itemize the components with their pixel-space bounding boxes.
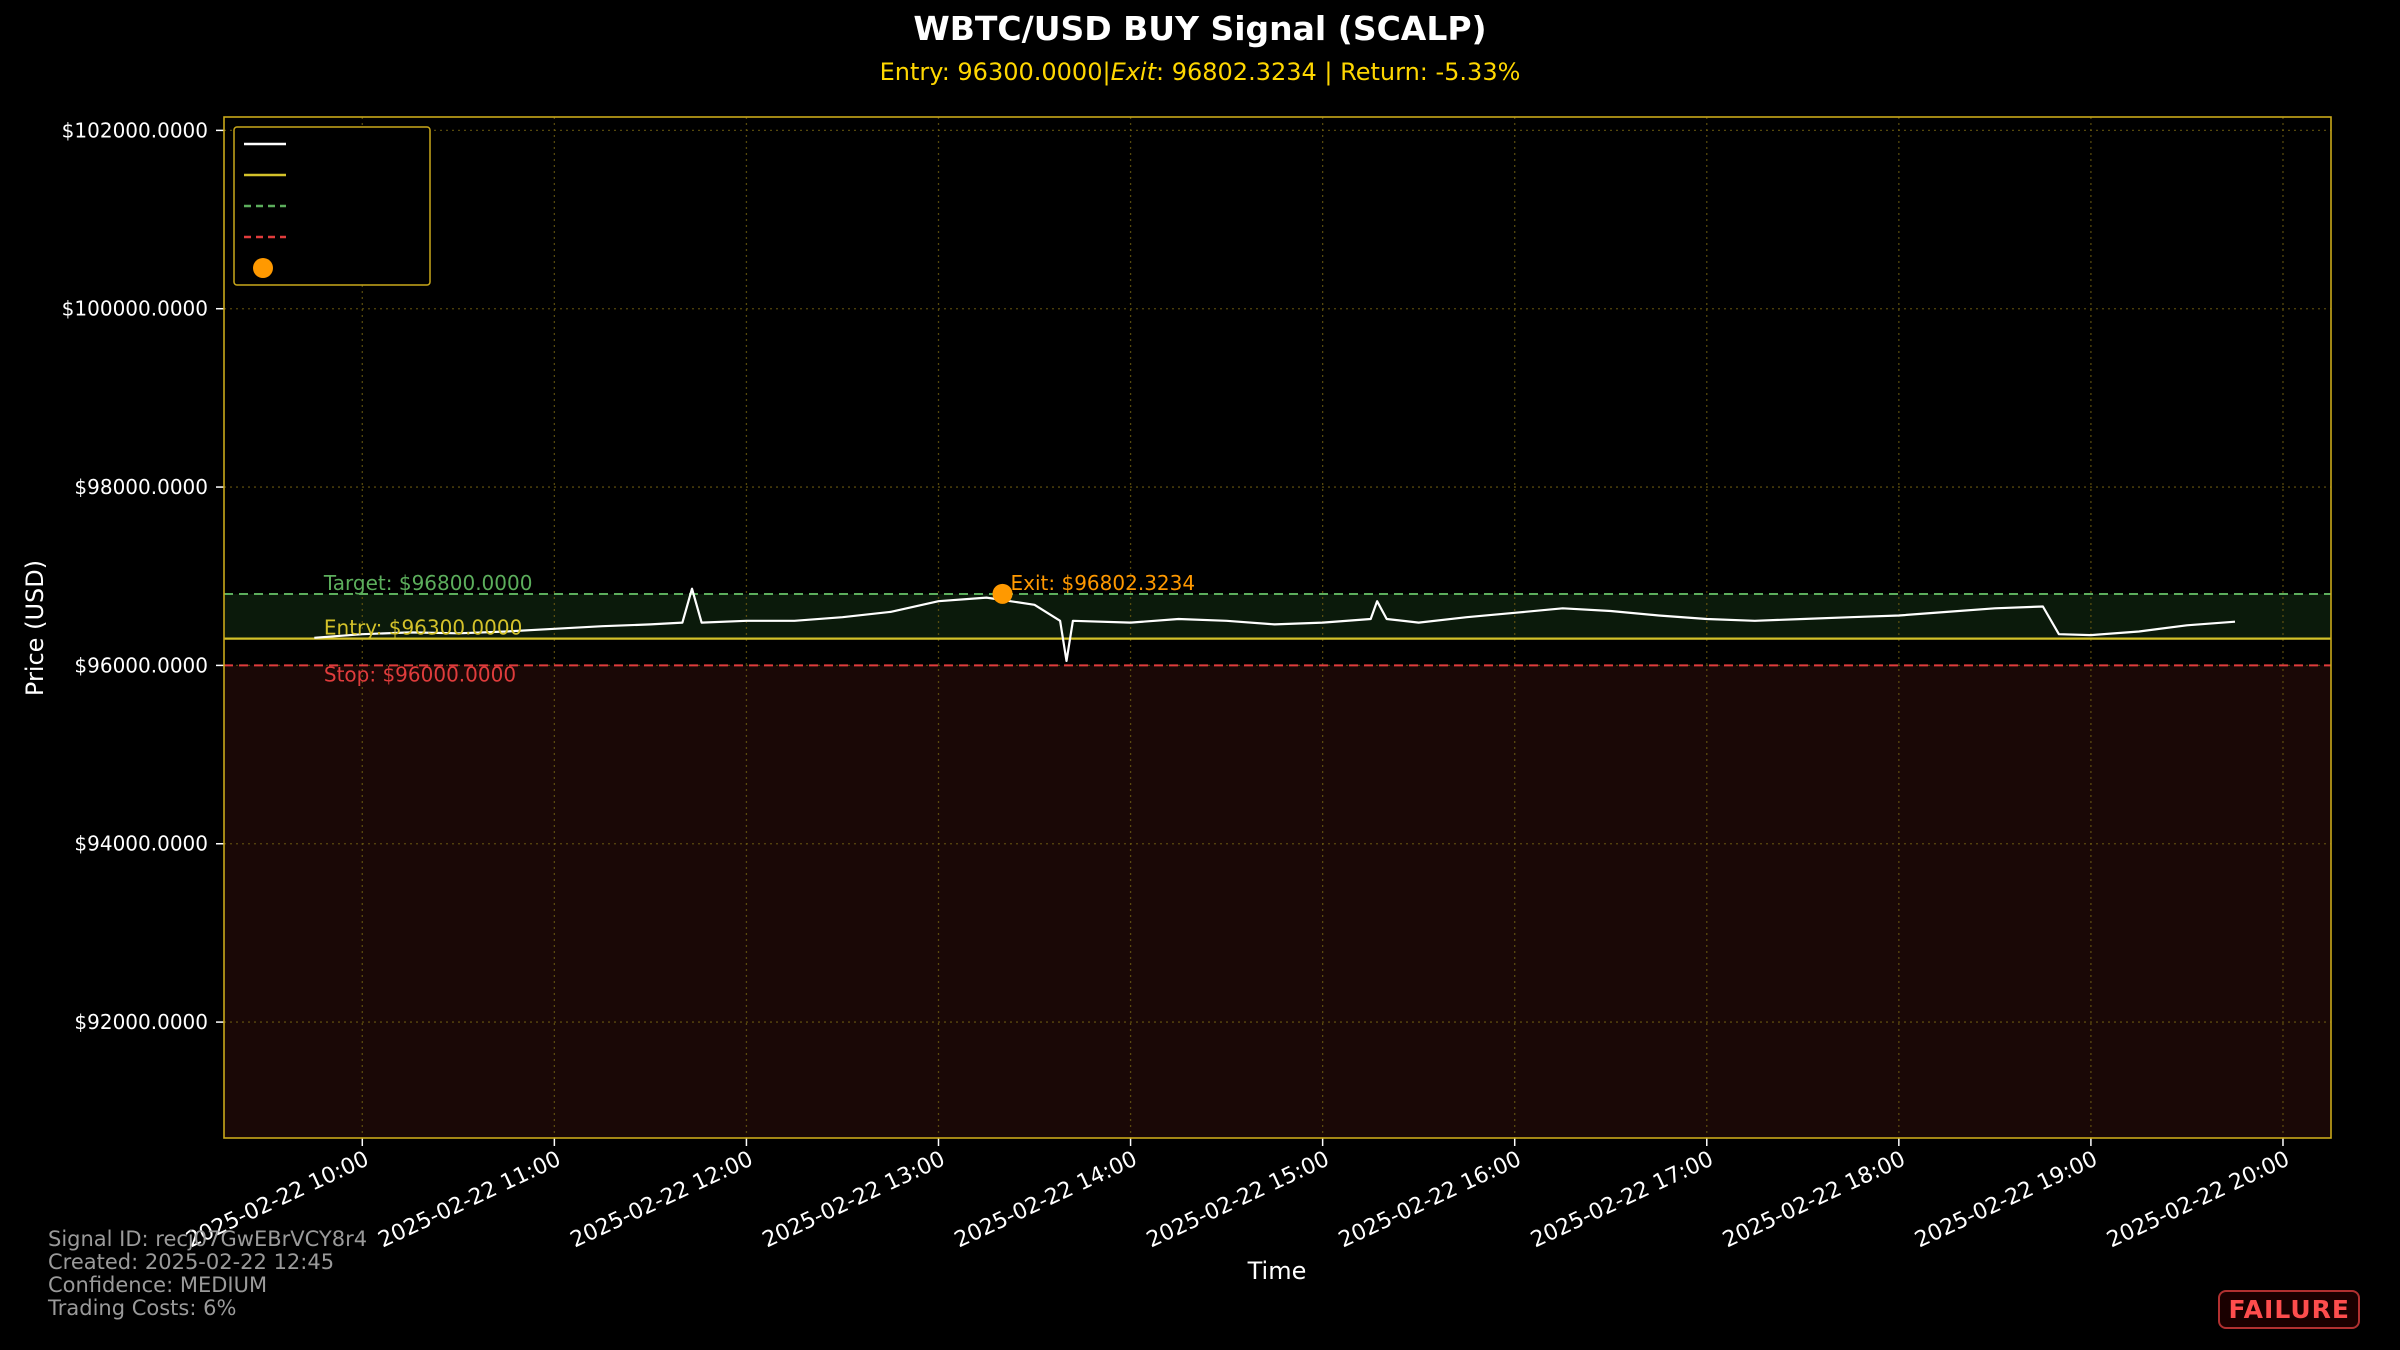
plot-background bbox=[224, 594, 2331, 1138]
x-tick-label: 2025-02-22 18:00 bbox=[1719, 1147, 1909, 1253]
x-tick-label: 2025-02-22 14:00 bbox=[951, 1147, 1141, 1253]
x-tick-label: 2025-02-22 17:00 bbox=[1527, 1147, 1717, 1253]
x-tick-label: 2025-02-22 16:00 bbox=[1335, 1147, 1525, 1253]
trading-costs: Trading Costs: 6% bbox=[48, 1296, 237, 1320]
plot-frame bbox=[223, 116, 2332, 1139]
created-date: Created: 2025-02-22 12:45 bbox=[48, 1250, 335, 1274]
target-label: Target: $96800.0000 bbox=[323, 571, 533, 595]
y-tick-label: $92000.0000 bbox=[74, 1010, 208, 1034]
level-labels: Target: $96800.0000 Entry: $96300.0000 Sto… bbox=[323, 571, 533, 686]
x-tick-label: 2025-02-22 15:00 bbox=[1143, 1147, 1333, 1253]
stop-zone bbox=[224, 665, 2331, 1138]
subtitle-return: | Return: -5.33% bbox=[1317, 58, 1521, 86]
entry-label: Entry: $96300.0000 bbox=[324, 616, 522, 640]
y-tick-label: $96000.0000 bbox=[74, 653, 208, 677]
x-tick-label: 2025-02-22 13:00 bbox=[759, 1147, 949, 1253]
subtitle-exit-value: : 96802.3234 bbox=[1156, 58, 1317, 86]
x-tick-label: 2025-02-22 20:00 bbox=[2103, 1147, 2293, 1253]
legend bbox=[233, 126, 431, 286]
chart-subtitle: Entry: 96300.0000|Exit: 96802.3234 | Ret… bbox=[880, 58, 1521, 86]
y-tick-label: $98000.0000 bbox=[74, 475, 208, 499]
subtitle-exit-label: Exit bbox=[1111, 58, 1158, 86]
y-tick-label: $102000.0000 bbox=[62, 118, 208, 142]
exit-marker-group: Exit: $96802.3234 bbox=[992, 571, 1196, 604]
x-tick-label: 2025-02-22 11:00 bbox=[375, 1147, 565, 1253]
x-tick-label: 2025-02-22 12:00 bbox=[567, 1147, 757, 1253]
x-tick-label: 2025-02-22 19:00 bbox=[1911, 1147, 2101, 1253]
signal-info: Signal ID: recj07GwEBrVCY8r4 Created: 20… bbox=[48, 1228, 367, 1320]
exit-label: Exit: $96802.3234 bbox=[1011, 571, 1196, 595]
y-tick-label: $94000.0000 bbox=[74, 832, 208, 856]
price-line bbox=[314, 587, 2236, 663]
confidence: Confidence: MEDIUM bbox=[48, 1273, 268, 1297]
target-zone bbox=[224, 594, 2331, 639]
exit-marker bbox=[992, 583, 1013, 604]
subtitle-separator: | bbox=[1102, 58, 1110, 86]
signal-id: Signal ID: recj07GwEBrVCY8r4 bbox=[48, 1227, 368, 1251]
grid-lines bbox=[224, 117, 2331, 1138]
stop-label: Stop: $96000.0000 bbox=[324, 662, 516, 686]
level-lines bbox=[224, 593, 2331, 667]
x-axis-label: Time bbox=[1247, 1257, 1307, 1285]
status-badge: FAILURE bbox=[2218, 1290, 2360, 1329]
y-tick-label: $100000.0000 bbox=[62, 297, 208, 321]
legend-box bbox=[233, 126, 431, 286]
y-axis-label: Price (USD) bbox=[21, 560, 49, 696]
price-series bbox=[314, 587, 2236, 663]
legend-exit-swatch bbox=[253, 258, 273, 278]
subtitle-entry: Entry: 96300.0000 bbox=[880, 58, 1103, 86]
chart-title: WBTC/USD BUY Signal (SCALP) bbox=[913, 9, 1486, 48]
